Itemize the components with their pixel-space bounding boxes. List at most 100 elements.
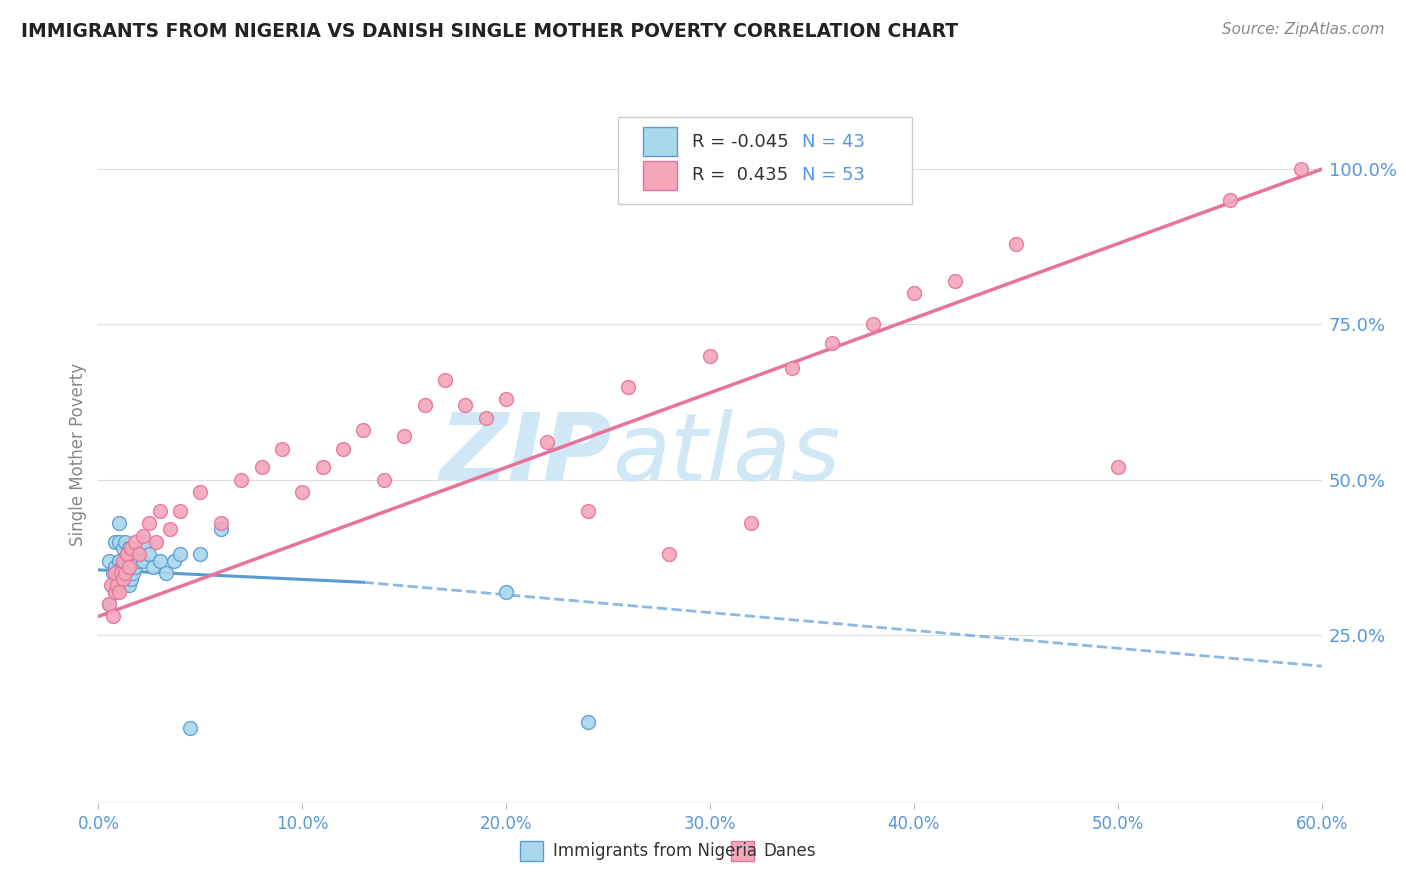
Point xyxy=(108,534,131,549)
Bar xyxy=(643,161,678,190)
Point xyxy=(155,566,177,580)
Point xyxy=(149,504,172,518)
Point xyxy=(576,504,599,518)
Point xyxy=(105,578,128,592)
Point xyxy=(169,547,191,561)
Point xyxy=(108,572,131,586)
Point xyxy=(943,274,966,288)
Point xyxy=(138,516,160,531)
Point xyxy=(105,578,128,592)
Point xyxy=(149,553,172,567)
Point xyxy=(128,553,150,567)
Text: R = -0.045: R = -0.045 xyxy=(692,133,789,151)
Point xyxy=(110,559,132,574)
Point xyxy=(159,523,181,537)
Point xyxy=(434,373,457,387)
Point xyxy=(101,609,124,624)
Point xyxy=(132,529,155,543)
Point xyxy=(104,584,127,599)
Point xyxy=(120,572,142,586)
Point xyxy=(209,523,232,537)
Point xyxy=(101,566,124,580)
Text: Danes: Danes xyxy=(763,842,815,860)
Point xyxy=(392,429,416,443)
Point xyxy=(114,566,136,580)
Point xyxy=(120,553,142,567)
Point xyxy=(352,423,374,437)
Point xyxy=(111,559,134,574)
Point xyxy=(1219,193,1241,207)
Point xyxy=(104,566,127,580)
Point xyxy=(312,460,335,475)
Point xyxy=(134,534,156,549)
Text: atlas: atlas xyxy=(612,409,841,500)
Point xyxy=(495,584,517,599)
Point xyxy=(780,361,803,376)
Point xyxy=(115,547,138,561)
Point xyxy=(115,566,138,580)
Point xyxy=(270,442,294,456)
Point xyxy=(209,516,232,531)
Point xyxy=(373,473,395,487)
Point xyxy=(111,541,134,555)
Point xyxy=(188,547,212,561)
Point xyxy=(536,435,558,450)
Point xyxy=(128,547,150,561)
Text: N = 53: N = 53 xyxy=(801,166,865,185)
Point xyxy=(617,379,640,393)
Point xyxy=(138,547,160,561)
Point xyxy=(97,553,120,567)
Text: IMMIGRANTS FROM NIGERIA VS DANISH SINGLE MOTHER POVERTY CORRELATION CHART: IMMIGRANTS FROM NIGERIA VS DANISH SINGLE… xyxy=(21,22,959,41)
Point xyxy=(111,553,134,567)
Point xyxy=(104,584,127,599)
Point xyxy=(188,485,212,500)
Point xyxy=(122,566,145,580)
Point xyxy=(110,566,132,580)
Point xyxy=(179,721,201,735)
Point xyxy=(118,541,141,555)
Point xyxy=(142,559,165,574)
Bar xyxy=(520,841,543,861)
Point xyxy=(821,336,844,351)
Point xyxy=(169,504,191,518)
Point xyxy=(108,584,131,599)
Point xyxy=(250,460,273,475)
Point xyxy=(454,398,477,412)
Bar xyxy=(643,128,678,156)
Point xyxy=(1004,236,1026,251)
Point xyxy=(231,473,253,487)
Point xyxy=(120,541,142,555)
Point xyxy=(163,553,186,567)
Point xyxy=(132,553,155,567)
Point xyxy=(115,547,138,561)
Point xyxy=(903,286,925,301)
Text: Source: ZipAtlas.com: Source: ZipAtlas.com xyxy=(1222,22,1385,37)
FancyBboxPatch shape xyxy=(619,118,912,204)
Y-axis label: Single Mother Poverty: Single Mother Poverty xyxy=(69,363,87,547)
Point xyxy=(114,553,136,567)
Point xyxy=(413,398,436,412)
Point xyxy=(110,578,132,592)
Text: Immigrants from Nigeria: Immigrants from Nigeria xyxy=(553,842,756,860)
Point xyxy=(658,547,681,561)
Point xyxy=(332,442,354,456)
Point xyxy=(474,410,498,425)
Point xyxy=(114,534,136,549)
Point xyxy=(118,559,141,574)
Point xyxy=(699,349,721,363)
Point xyxy=(97,597,120,611)
Point xyxy=(576,714,599,729)
Point xyxy=(1107,460,1129,475)
Point xyxy=(145,534,167,549)
Point xyxy=(108,553,131,567)
Point xyxy=(104,534,127,549)
Bar xyxy=(731,841,754,861)
Text: R =  0.435: R = 0.435 xyxy=(692,166,787,185)
Point xyxy=(124,534,146,549)
Text: ZIP: ZIP xyxy=(439,409,612,501)
Text: N = 43: N = 43 xyxy=(801,133,865,151)
Point xyxy=(118,578,141,592)
Point xyxy=(111,578,134,592)
Point xyxy=(862,318,884,332)
Point xyxy=(124,559,146,574)
